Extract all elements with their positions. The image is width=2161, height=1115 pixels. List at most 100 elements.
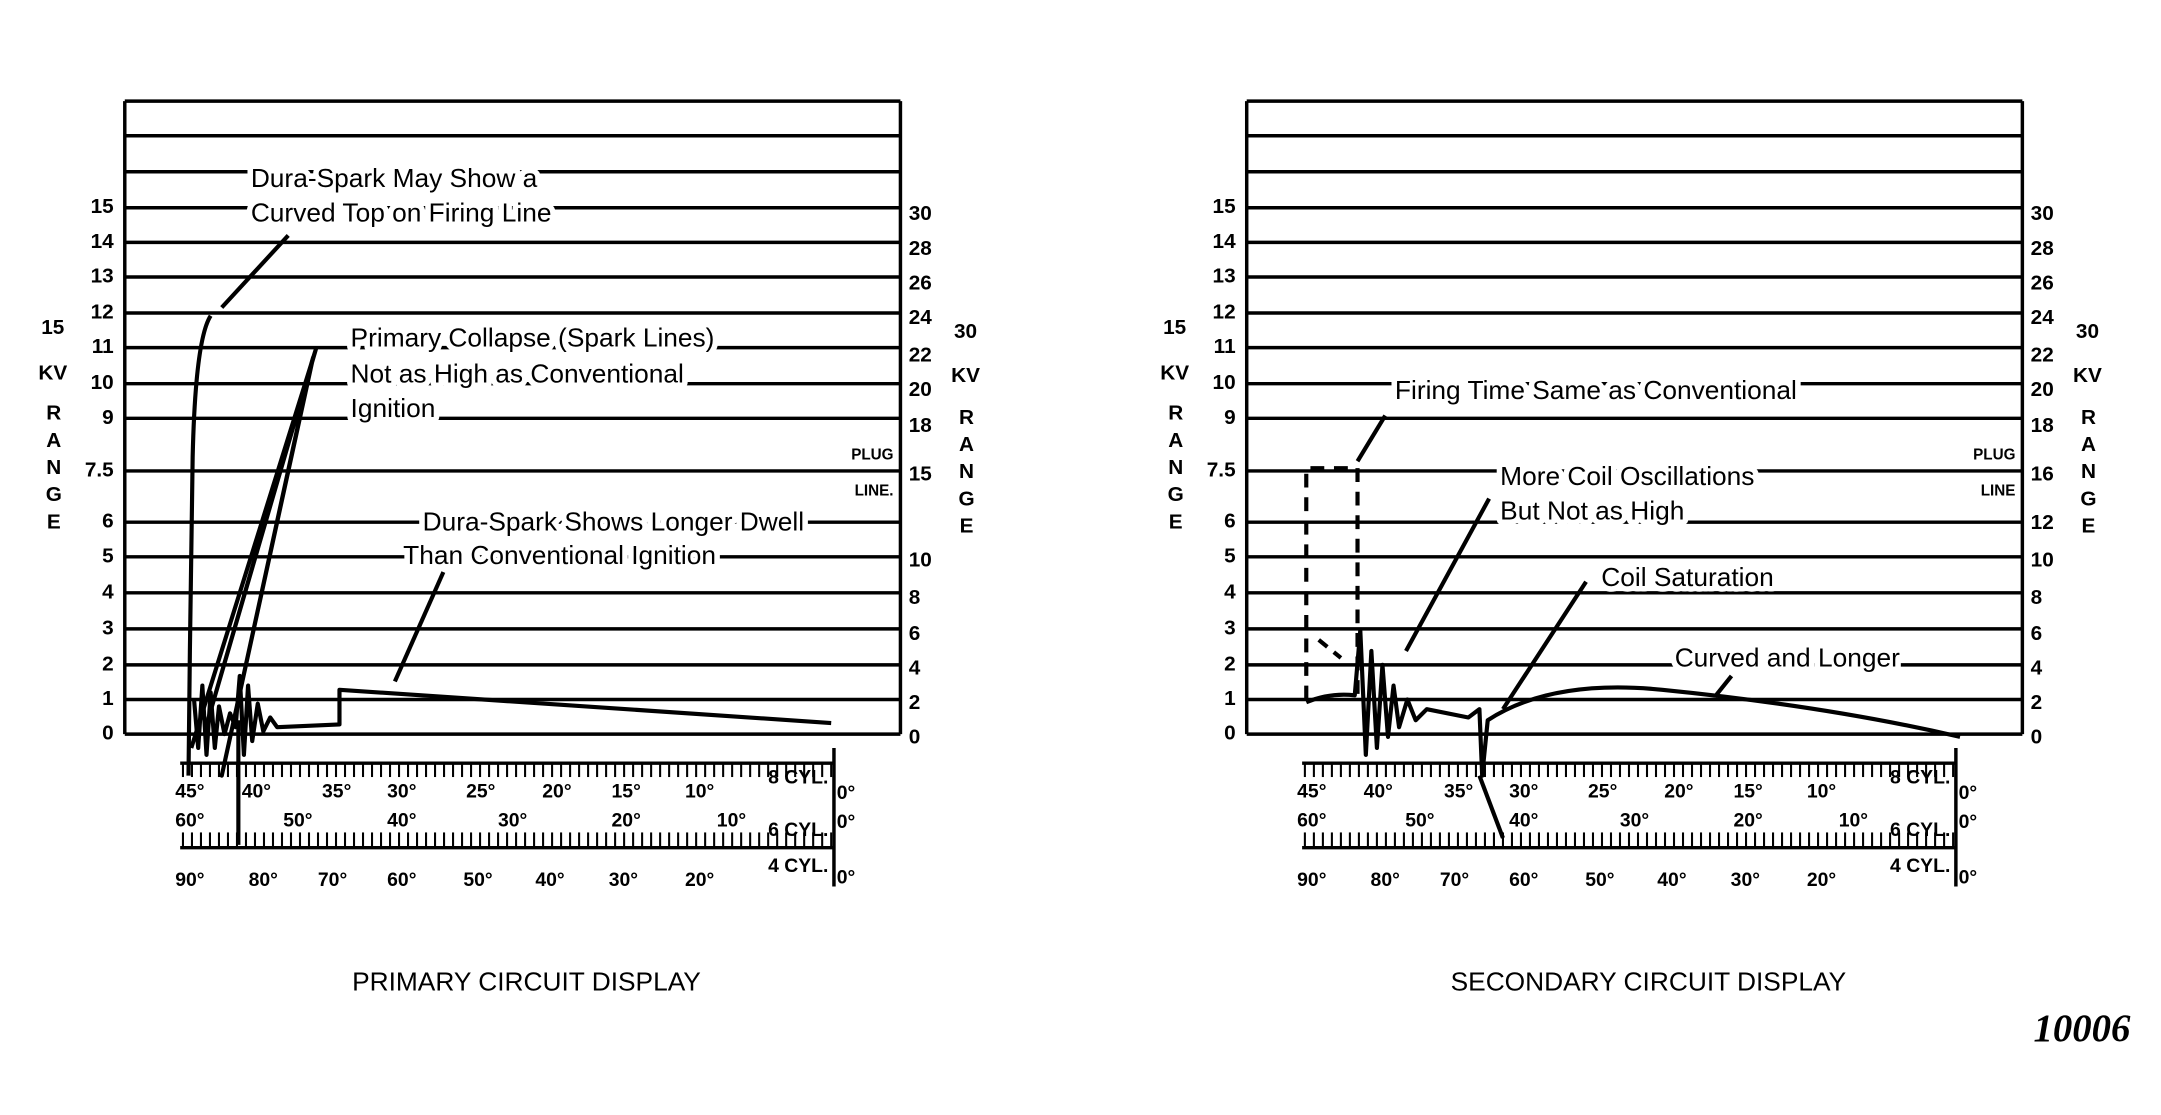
degree-label: 45°	[1297, 780, 1326, 802]
left-scale-label: 10	[91, 371, 114, 394]
right-scale-label: 0	[909, 726, 921, 749]
right-scale-label: 0	[2031, 726, 2043, 749]
right-scale-label: 24	[909, 306, 933, 329]
annotation: Than Conventional Ignition	[403, 540, 716, 570]
degree-label: 50°	[1405, 809, 1434, 831]
caption: SECONDARY CIRCUIT DISPLAY	[1451, 966, 1847, 996]
degree-label: 80°	[249, 869, 278, 891]
degree-label: 20°	[1664, 780, 1693, 802]
left-scale-label: 13	[91, 265, 114, 288]
degree-label: 40°	[1657, 869, 1686, 891]
right-scale-label: 15	[909, 463, 932, 486]
zero-label: 0°	[1959, 811, 1978, 833]
right-scale-label: 8	[909, 586, 921, 609]
cylinder-label: 8 CYL.	[768, 767, 828, 789]
annotation: Firing Time Same as Conventional	[1395, 375, 1797, 405]
right-scale-label: 20	[2031, 378, 2054, 401]
left-scale-label: 5	[102, 544, 114, 567]
right-scale-label: 28	[2031, 237, 2054, 260]
degree-label: 20°	[1733, 809, 1762, 831]
degree-label: 45°	[175, 780, 204, 802]
degree-label: 40°	[242, 780, 271, 802]
pointer	[220, 234, 290, 309]
degree-label: 30°	[609, 869, 638, 891]
pointer	[1404, 497, 1491, 652]
annotation: Not as High as Conventional	[351, 358, 684, 388]
primary-drop	[1477, 774, 1505, 839]
right-scale-label: 12	[2031, 511, 2054, 534]
degree-label: 10°	[1839, 809, 1868, 831]
left-scale-label: 3	[102, 616, 114, 639]
degree-label: 15°	[612, 780, 641, 802]
zero-label: 0°	[837, 782, 856, 804]
annotation: Dura-Spark Shows Longer Dwell	[423, 507, 804, 537]
figure-number: 10006	[2033, 1007, 2131, 1050]
annotation: Primary Collapse (Spark Lines)	[351, 322, 715, 352]
left-scale-label: 10	[1213, 371, 1236, 394]
left-scale-label: 13	[1213, 265, 1236, 288]
degree-label: 90°	[175, 869, 204, 891]
pointer	[1713, 674, 1734, 698]
zero-label: 0°	[1959, 866, 1978, 888]
right-scale-label: 26	[909, 271, 932, 294]
left-scale-label: 15	[1213, 195, 1236, 218]
degree-label: 70°	[1440, 869, 1469, 891]
degree-label: 60°	[175, 809, 204, 831]
degree-label: 30°	[1509, 780, 1538, 802]
degree-label: 50°	[1585, 869, 1614, 891]
line-label: LINE	[1981, 483, 2016, 500]
left-scale-label: 11	[92, 335, 114, 358]
caption: PRIMARY CIRCUIT DISPLAY	[352, 966, 701, 996]
annotation: Curved and Longer	[1675, 642, 1900, 672]
degree-label: 70°	[318, 869, 347, 891]
range-number: 30	[2076, 320, 2099, 343]
left-scale-label: 2	[102, 652, 114, 675]
labels: 15141312111097.5654321015KVRANGE30282624…	[38, 157, 2102, 996]
right-scale-label: 2	[909, 691, 921, 714]
degree-label: 30°	[1731, 869, 1760, 891]
left-scale-label: 11	[1214, 335, 1236, 358]
right-scale-label: 2	[2031, 691, 2043, 714]
degree-label: 35°	[1444, 780, 1473, 802]
annotation: More Coil Oscillations	[1500, 461, 1754, 491]
degree-label: 40°	[535, 869, 564, 891]
primary-waveform	[186, 234, 832, 845]
right-scale-label: 4	[2031, 656, 2043, 679]
annotation: Coil Saturation	[1601, 562, 1773, 592]
range-number: 15	[1163, 316, 1186, 339]
annotation: But Not as High	[1500, 495, 1684, 525]
pointer	[1355, 414, 1387, 463]
plug-label: PLUG	[1973, 447, 2015, 464]
pointer	[392, 571, 446, 683]
degree-label: 20°	[685, 869, 714, 891]
cylinder-label: 8 CYL.	[1890, 767, 1950, 789]
left-scale-label: 12	[1213, 301, 1236, 324]
degree-label: 50°	[463, 869, 492, 891]
degree-label: 25°	[466, 780, 495, 802]
range-unit: KV	[1160, 361, 1189, 384]
left-scale-label: 1	[1224, 687, 1236, 710]
degree-label: 30°	[387, 780, 416, 802]
range-unit: KV	[2073, 364, 2102, 387]
degree-label: 40°	[387, 809, 416, 831]
range-word: RANGE	[42, 402, 65, 538]
degree-label: 90°	[1297, 869, 1326, 891]
right-scale-label: 30	[909, 202, 932, 225]
left-scale-label: 6	[1224, 510, 1236, 533]
right-scale-label: 4	[909, 656, 921, 679]
left-scale-label: 0	[102, 722, 114, 745]
right-scale-label: 16	[2031, 463, 2054, 486]
right-scale-label: 6	[909, 622, 921, 645]
right-scale-label: 20	[909, 378, 932, 401]
zero-label: 0°	[837, 866, 856, 888]
left-scale-label: 3	[1224, 616, 1236, 639]
range-unit: KV	[951, 364, 980, 387]
degree-label: 25°	[1588, 780, 1617, 802]
secondary-waveform	[1304, 414, 1961, 839]
firing-line	[186, 314, 213, 776]
degree-label: 60°	[1509, 869, 1538, 891]
oscillation	[191, 673, 832, 757]
degree-label: 60°	[1297, 809, 1326, 831]
cylinder-label: 6 CYL.	[1890, 819, 1950, 841]
